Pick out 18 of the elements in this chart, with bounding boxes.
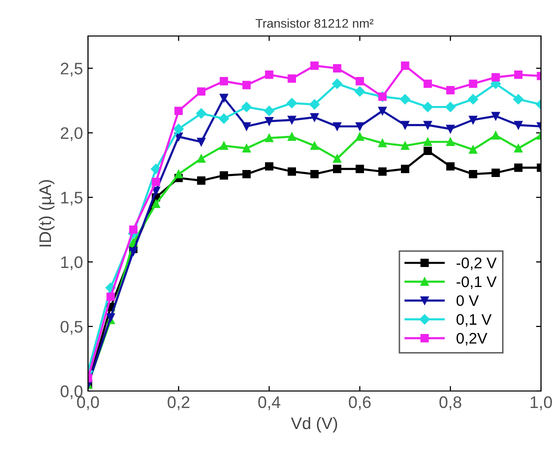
y-tick-label: 2,5 — [60, 62, 82, 76]
y-tick-label: 1,0 — [61, 256, 82, 270]
legend-label: 0,2V — [456, 332, 488, 346]
y-tick-label: 1,5 — [61, 192, 82, 206]
y-axis-title: ID(t) (µA) — [38, 180, 54, 246]
legend-label: -0,1 V — [456, 276, 497, 290]
chart-title: Transistor 81212 nm² — [256, 18, 374, 28]
legend-label: 0,1 V — [456, 314, 492, 327]
x-axis-title: Vd (V) — [290, 416, 338, 432]
x-tick-label: 0,4 — [258, 396, 280, 410]
legend-label: 0 V — [456, 295, 479, 306]
legend-label: -0,2 V — [456, 258, 497, 270]
y-tick-label: 2,0 — [60, 127, 82, 141]
x-tick-label: 0,6 — [348, 396, 371, 410]
x-tick-label: 0,8 — [439, 396, 462, 410]
x-tick-label: 1,0 — [530, 396, 552, 410]
x-tick-label: 0,2 — [168, 396, 190, 410]
y-tick-label: 0,5 — [60, 320, 82, 335]
